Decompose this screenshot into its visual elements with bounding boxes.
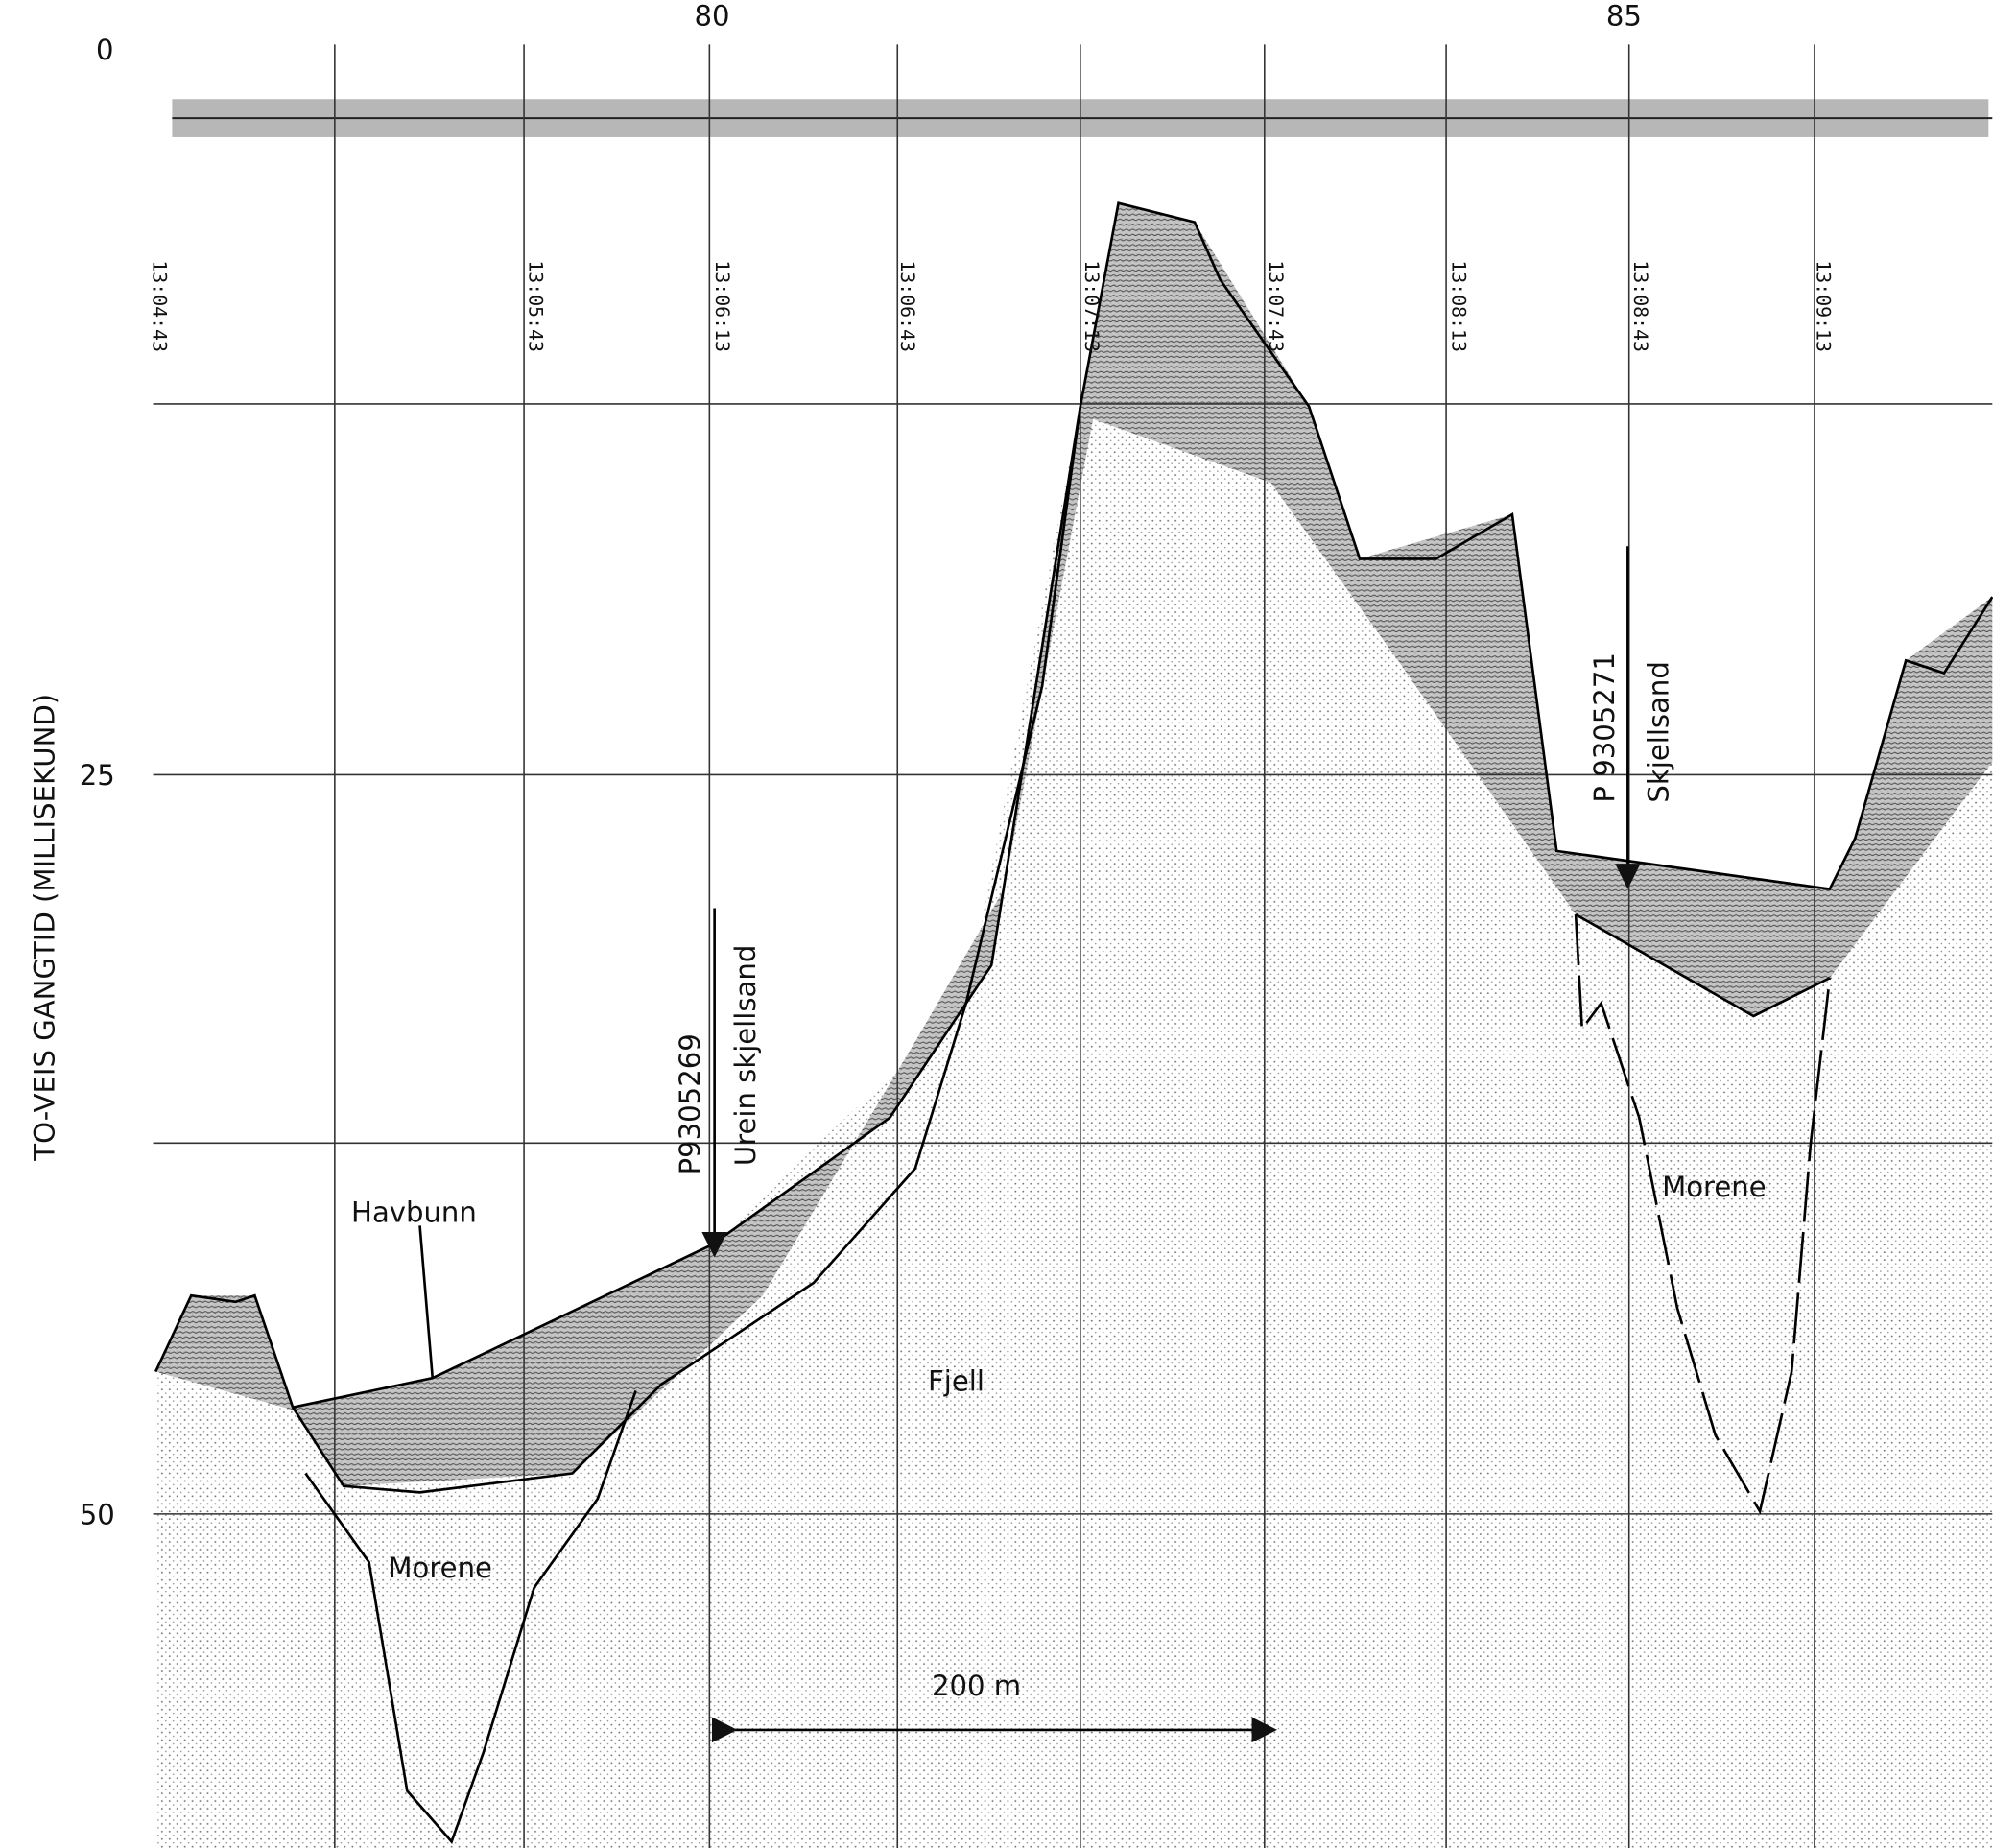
y-label: 0 bbox=[96, 34, 114, 66]
annotation: P9305269 bbox=[674, 1033, 706, 1174]
annotation: Havbunn bbox=[351, 1196, 477, 1228]
annotation: P 9305271 bbox=[1588, 652, 1621, 802]
sub-bottom-area bbox=[155, 202, 1993, 1848]
timestamp: 13:04:43 bbox=[149, 260, 171, 352]
annotation: Urein skjellsand bbox=[729, 945, 762, 1166]
timestamp: 13:06:13 bbox=[711, 260, 733, 352]
timestamp: 13:08:13 bbox=[1448, 260, 1470, 352]
interpretation bbox=[154, 201, 1993, 1844]
annotation: Morene bbox=[1662, 1171, 1767, 1203]
annotation: Fjell bbox=[928, 1364, 985, 1397]
timestamp: 13:05:43 bbox=[524, 260, 546, 352]
annotation: Skjellsand bbox=[1643, 661, 1675, 802]
timestamp: 13:07:43 bbox=[1265, 260, 1287, 352]
grid bbox=[153, 44, 1993, 1848]
annotation: 200 m bbox=[932, 1670, 1021, 1702]
x-label: 80 bbox=[694, 0, 729, 32]
y-label: 25 bbox=[80, 759, 115, 792]
y-label: 50 bbox=[80, 1498, 115, 1530]
timestamp: 13:06:43 bbox=[896, 260, 918, 352]
timestamp: 13:09:13 bbox=[1813, 260, 1835, 352]
annotation: Morene bbox=[388, 1552, 492, 1584]
x-label: 85 bbox=[1606, 0, 1642, 32]
timestamp: 13:07:13 bbox=[1080, 260, 1103, 352]
timestamp: 13:08:43 bbox=[1629, 260, 1651, 352]
axis-title: TO-VEIS GANGTID (MILLISEKUND) bbox=[28, 694, 60, 1162]
